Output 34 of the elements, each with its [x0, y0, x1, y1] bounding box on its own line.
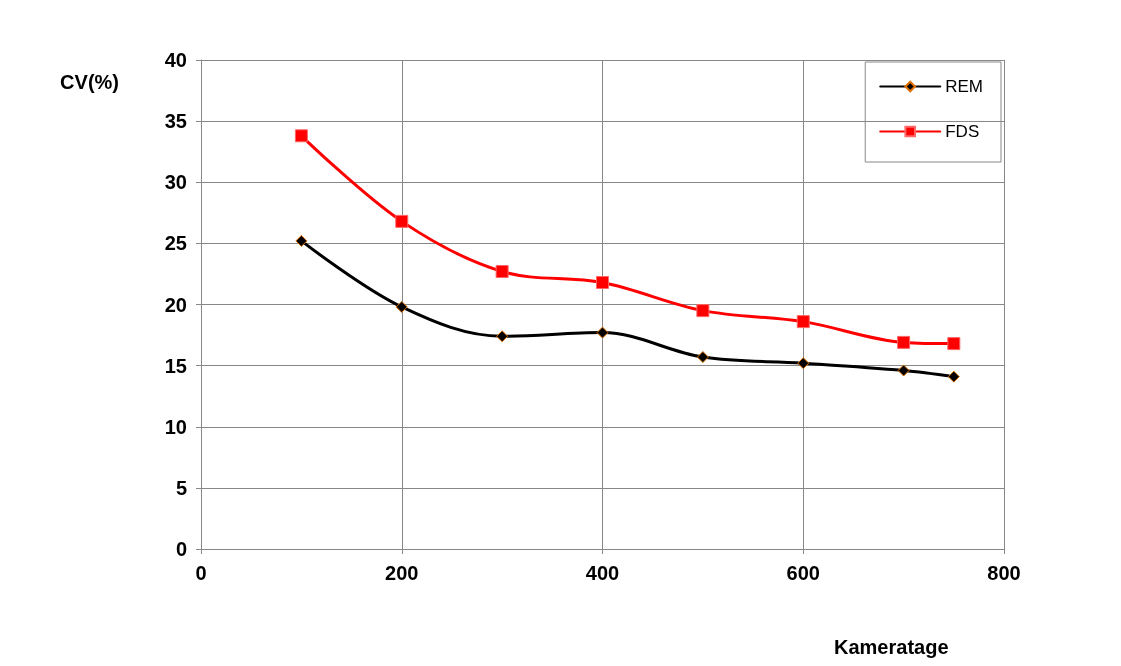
point	[696, 304, 710, 318]
point	[596, 275, 609, 289]
point	[596, 326, 609, 339]
x-tick-label: 0	[195, 562, 207, 584]
y-tick-label: 40	[164, 49, 187, 71]
point	[947, 370, 960, 383]
point	[696, 351, 709, 364]
point	[897, 364, 910, 377]
point	[897, 335, 911, 349]
x-tick-label: 400	[585, 562, 620, 584]
point	[395, 214, 409, 228]
point	[395, 300, 408, 313]
legend-label: FDS	[945, 122, 980, 141]
y-tick-label: 15	[164, 354, 187, 377]
point	[294, 129, 308, 143]
y-axis-title: CV(%)	[60, 71, 119, 93]
point	[796, 315, 810, 329]
y-tick-label: 5	[175, 476, 187, 499]
y-tick-label: 30	[164, 171, 187, 194]
x-tick-label: 600	[786, 562, 820, 584]
x-tick-label: 200	[385, 562, 419, 584]
y-tick-label: 35	[164, 110, 187, 133]
x-tick-label: 800	[987, 562, 1021, 584]
point	[797, 357, 810, 370]
y-tick-label: 20	[164, 293, 187, 316]
y-tick-label: 10	[164, 415, 187, 438]
legend-label: REM	[945, 77, 983, 96]
x-axis-title: Kameratage	[834, 636, 949, 658]
point	[495, 264, 509, 278]
point	[496, 330, 509, 343]
point	[295, 234, 308, 247]
y-tick-label: 25	[164, 232, 187, 255]
y-tick-label: 0	[175, 538, 187, 560]
point	[947, 337, 961, 351]
